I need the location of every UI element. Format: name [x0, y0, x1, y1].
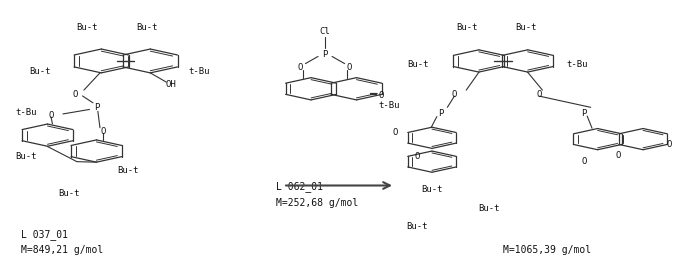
Text: t-Bu: t-Bu — [15, 108, 37, 117]
Text: O: O — [452, 90, 457, 99]
Text: O: O — [667, 140, 672, 149]
Text: t-Bu: t-Bu — [378, 101, 400, 111]
Text: Bu-t: Bu-t — [406, 222, 427, 231]
Text: O: O — [73, 90, 78, 99]
Text: O: O — [48, 111, 54, 120]
Text: O: O — [537, 90, 542, 99]
Text: O: O — [347, 63, 352, 72]
Text: P: P — [322, 50, 328, 59]
Text: Bu-t: Bu-t — [77, 23, 98, 32]
Text: OH: OH — [166, 80, 177, 89]
Text: P: P — [438, 109, 443, 118]
Text: Bu-t: Bu-t — [479, 204, 500, 213]
Text: M=252,68 g/mol: M=252,68 g/mol — [276, 198, 359, 208]
Text: O: O — [616, 151, 621, 160]
Text: Bu-t: Bu-t — [407, 60, 428, 69]
Text: t-Bu: t-Bu — [189, 67, 210, 76]
Text: O: O — [582, 157, 587, 166]
Text: O: O — [298, 63, 303, 72]
Text: Bu-t: Bu-t — [421, 185, 442, 194]
Text: Bu-t: Bu-t — [515, 23, 536, 32]
Text: O: O — [415, 152, 420, 161]
Text: Bu-t: Bu-t — [456, 23, 477, 32]
Text: O: O — [101, 127, 106, 136]
Text: M=1065,39 g/mol: M=1065,39 g/mol — [503, 245, 591, 255]
Text: Bu-t: Bu-t — [117, 166, 138, 175]
Text: Cl: Cl — [319, 27, 331, 36]
Text: L 062_01: L 062_01 — [276, 181, 323, 192]
Text: Bu-t: Bu-t — [29, 67, 50, 76]
Text: Bu-t: Bu-t — [15, 152, 37, 161]
Text: Bu-t: Bu-t — [58, 189, 79, 198]
Text: P: P — [94, 103, 99, 112]
Text: P: P — [581, 109, 586, 118]
Text: O: O — [378, 91, 384, 100]
Text: Bu-t: Bu-t — [136, 23, 157, 32]
Text: t-Bu: t-Bu — [566, 60, 588, 69]
Text: M=849,21 g/mol: M=849,21 g/mol — [21, 245, 103, 255]
Text: O: O — [392, 128, 398, 137]
Text: L 037_01: L 037_01 — [21, 229, 68, 240]
